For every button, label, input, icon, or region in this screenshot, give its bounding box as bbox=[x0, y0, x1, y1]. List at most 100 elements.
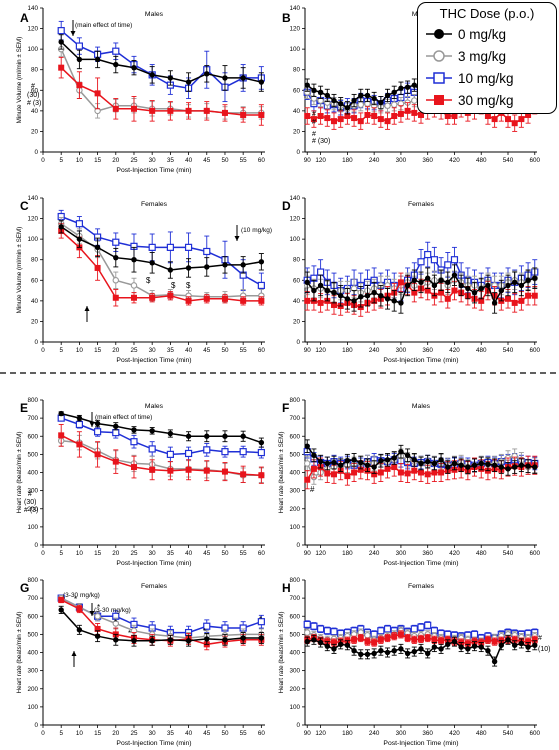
data-point bbox=[451, 113, 458, 119]
data-point bbox=[531, 292, 538, 299]
data-point bbox=[317, 639, 324, 646]
x-tick-label: 0 bbox=[41, 157, 45, 164]
data-point bbox=[438, 469, 445, 476]
legend-label: 10 mg/kg bbox=[458, 70, 514, 86]
data-point bbox=[317, 113, 324, 119]
y-tick-label: 700 bbox=[27, 415, 38, 422]
y-axis-label: Minute Volume (ml/min ± SEM) bbox=[16, 227, 23, 314]
y-tick-label: 20 bbox=[293, 128, 301, 135]
annotation-label: $ bbox=[186, 281, 191, 290]
data-point bbox=[310, 465, 317, 472]
data-point bbox=[324, 287, 331, 294]
data-point bbox=[130, 464, 137, 471]
data-point bbox=[94, 633, 101, 639]
series-line bbox=[60, 226, 262, 271]
series-line bbox=[60, 599, 262, 646]
annotation-label: (10 mg/kg) bbox=[241, 227, 272, 234]
y-tick-label: 500 bbox=[289, 451, 300, 458]
data-point bbox=[58, 64, 65, 71]
y-tick-label: 80 bbox=[293, 67, 301, 74]
data-point bbox=[323, 627, 331, 635]
annotation-label: # (3) bbox=[24, 507, 38, 514]
data-point bbox=[525, 644, 531, 650]
data-point bbox=[451, 272, 458, 278]
data-point bbox=[94, 612, 101, 620]
data-point bbox=[491, 462, 498, 468]
panel-c: 0 20 40 60 80 100 120 140 0 5 10 15 20 25 30 35 40 45 50 55… bbox=[16, 195, 272, 364]
data-point bbox=[148, 445, 156, 453]
data-point bbox=[317, 268, 325, 276]
data-point bbox=[203, 622, 211, 630]
data-point bbox=[324, 115, 331, 122]
x-tick-label: 0 bbox=[41, 347, 45, 354]
y-tick-label: 100 bbox=[289, 704, 300, 711]
annotation-label: # (30) bbox=[312, 138, 330, 145]
data-point bbox=[391, 647, 397, 654]
data-point bbox=[221, 468, 228, 475]
data-point bbox=[464, 640, 471, 647]
y-tick-label: 100 bbox=[289, 236, 300, 243]
data-point bbox=[258, 472, 265, 479]
data-point bbox=[331, 118, 337, 125]
x-tick-label: 50 bbox=[221, 347, 229, 354]
x-tick-label: 120 bbox=[315, 730, 326, 737]
x-tick-label: 360 bbox=[422, 157, 433, 164]
series-line bbox=[60, 215, 262, 287]
panel-letter: B bbox=[282, 11, 291, 25]
x-tick-label: 5 bbox=[59, 157, 63, 164]
data-point bbox=[471, 462, 478, 468]
x-tick-label: 0 bbox=[41, 550, 45, 557]
panel-letter: A bbox=[20, 11, 29, 25]
data-point bbox=[424, 287, 431, 294]
data-point bbox=[258, 111, 265, 118]
data-point bbox=[204, 264, 210, 270]
y-tick-label: 0 bbox=[34, 339, 38, 346]
series-0-mg-kg bbox=[58, 34, 265, 92]
y-tick-label: 400 bbox=[27, 650, 38, 657]
data-point bbox=[166, 243, 174, 251]
data-point bbox=[424, 650, 431, 657]
data-point bbox=[505, 637, 511, 643]
data-point bbox=[358, 459, 364, 466]
data-point bbox=[364, 462, 371, 468]
data-point bbox=[438, 457, 444, 463]
data-point bbox=[371, 639, 378, 646]
y-tick-label: 700 bbox=[27, 595, 38, 602]
series-line bbox=[60, 434, 262, 476]
y-axis-label: Heart rate (beats/min ± SEM) bbox=[16, 612, 23, 694]
data-point bbox=[364, 92, 371, 99]
data-point bbox=[438, 289, 445, 296]
data-point bbox=[57, 27, 65, 35]
x-axis-label: Post-Injection Time (min) bbox=[116, 740, 191, 747]
data-point bbox=[204, 433, 210, 439]
y-tick-label: 60 bbox=[293, 277, 301, 284]
x-tick-label: 300 bbox=[396, 730, 407, 737]
data-point bbox=[113, 637, 119, 643]
y-tick-label: 120 bbox=[289, 216, 300, 223]
data-point bbox=[391, 298, 397, 304]
x-tick-label: 20 bbox=[112, 157, 120, 164]
data-point bbox=[418, 635, 424, 642]
data-point bbox=[518, 282, 525, 289]
y-tick-label: 120 bbox=[289, 26, 300, 33]
annotation-label: # bbox=[312, 111, 316, 118]
data-point bbox=[384, 118, 391, 125]
data-point bbox=[94, 264, 101, 271]
data-point bbox=[331, 301, 337, 308]
data-point bbox=[525, 292, 532, 299]
y-tick-label: 200 bbox=[27, 506, 38, 513]
x-axis-label: Post-Injection Time (min) bbox=[116, 357, 191, 364]
data-point bbox=[131, 257, 137, 263]
data-point bbox=[331, 646, 337, 652]
y-tick-label: 0 bbox=[296, 339, 300, 346]
data-point bbox=[58, 39, 64, 45]
data-point bbox=[94, 244, 101, 251]
data-point bbox=[317, 625, 325, 633]
data-point bbox=[518, 462, 525, 468]
filled-circle-marker-icon bbox=[426, 29, 452, 39]
y-tick-label: 40 bbox=[31, 108, 39, 115]
panel-title: Females bbox=[408, 583, 435, 590]
y-tick-label: 20 bbox=[293, 318, 301, 325]
data-point bbox=[397, 631, 404, 638]
data-point bbox=[357, 101, 365, 108]
